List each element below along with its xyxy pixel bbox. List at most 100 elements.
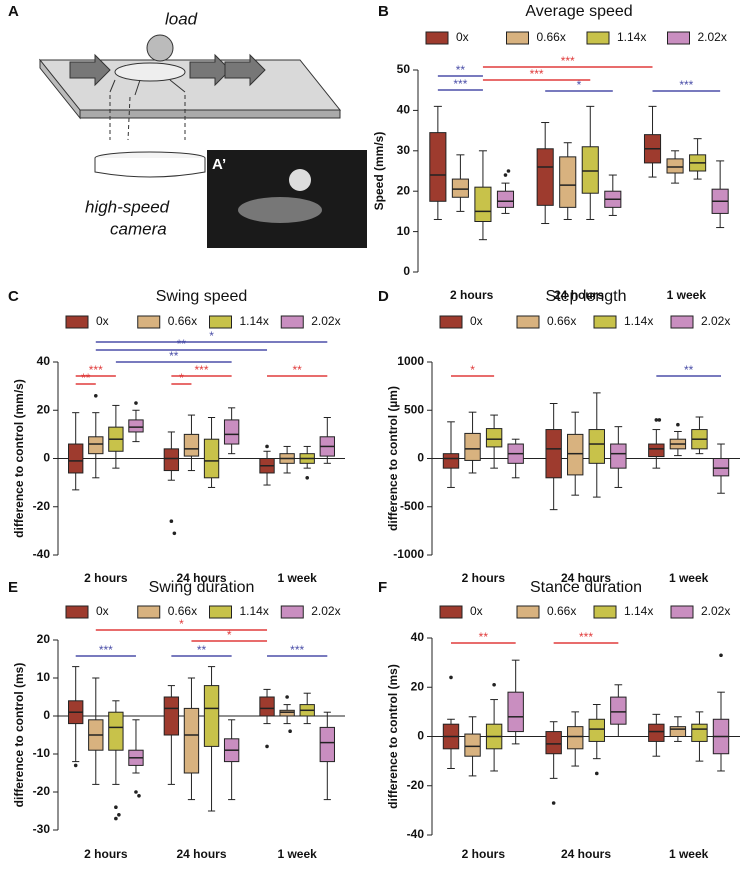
panel-letter: C: [8, 288, 19, 305]
y-tick-label: -40: [33, 547, 51, 561]
load-ball: [146, 34, 174, 62]
y-tick-label: 0: [417, 729, 424, 743]
y-axis-label: difference to control (mm/s): [12, 379, 26, 538]
leg: [169, 79, 186, 93]
legend-swatch: [137, 605, 161, 619]
box: [223, 419, 240, 445]
legend-label: 2.02x: [311, 314, 340, 328]
significance-label: ***: [290, 643, 304, 657]
panel-letter: B: [378, 3, 389, 20]
box: [610, 443, 627, 469]
panel-letter: E: [8, 579, 18, 596]
box: [507, 691, 524, 733]
box: [485, 428, 503, 448]
box: [442, 453, 460, 469]
outlier: [114, 805, 118, 809]
legend-label: 1.14x: [617, 30, 646, 44]
significance-label: **: [81, 371, 91, 385]
y-tick-label: 40: [411, 630, 425, 644]
significance-label: **: [292, 363, 302, 377]
y-axis-label: difference to control (ms): [386, 664, 400, 809]
leg: [109, 79, 116, 93]
significance-label: **: [479, 630, 489, 644]
chart-title: Step length: [546, 288, 627, 305]
box: [588, 718, 605, 742]
significance-label: **: [684, 363, 694, 377]
y-tick-label: 20: [397, 183, 411, 197]
chart-title: Swing duration: [149, 579, 255, 596]
leg: [134, 79, 141, 96]
box: [259, 696, 275, 717]
significance-label: ***: [194, 363, 208, 377]
significance-label: **: [197, 643, 207, 657]
y-tick-label: 20: [37, 632, 51, 646]
camera-label: camera: [110, 219, 167, 238]
box: [128, 419, 144, 433]
box: [581, 146, 599, 194]
significance-label: **: [456, 63, 466, 77]
panel-letter: F: [378, 579, 387, 596]
box: [88, 436, 104, 455]
legend-swatch: [516, 315, 540, 329]
box: [610, 696, 627, 725]
significance-label: **: [169, 349, 179, 363]
outlier: [449, 675, 453, 680]
y-tick-label: 0: [403, 264, 410, 278]
y-tick-label: 20: [411, 679, 425, 693]
outlier: [114, 816, 118, 821]
legend-swatch: [593, 605, 617, 619]
legend-swatch: [593, 315, 617, 329]
y-tick-label: -1000: [393, 547, 424, 561]
box: [203, 438, 220, 479]
view-line: [127, 96, 131, 141]
panel-letter: A: [8, 3, 19, 20]
box: [669, 726, 687, 738]
y-tick-label: -30: [33, 822, 51, 836]
arrow: [189, 53, 231, 87]
box: [163, 696, 180, 736]
legend-label: 0.66x: [537, 30, 566, 44]
x-tick-label: 24 hours: [176, 571, 226, 585]
x-tick-label: 1 week: [669, 571, 709, 585]
legend-label: 0x: [96, 314, 109, 328]
x-tick-label: 1 week: [277, 847, 317, 861]
chart-title: Average speed: [525, 3, 632, 20]
x-tick-label: 1 week: [667, 288, 707, 302]
legend-label: 1.14x: [624, 314, 653, 328]
panel-letter: D: [378, 288, 389, 305]
x-tick-label: 24 hours: [561, 847, 611, 861]
outlier: [719, 653, 723, 658]
legend-swatch: [506, 31, 529, 45]
legend-label: 0x: [470, 604, 483, 618]
legend-label: 2.02x: [701, 314, 730, 328]
outlier: [265, 744, 269, 749]
y-tick-label: 40: [397, 103, 411, 117]
significance-label: *: [577, 78, 582, 92]
outlier: [137, 794, 141, 798]
x-tick-label: 2 hours: [450, 288, 494, 302]
outlier: [117, 813, 121, 817]
significance-label: ***: [561, 54, 575, 68]
box: [464, 733, 481, 757]
significance-label: *: [179, 617, 184, 631]
significance-label: *: [470, 363, 475, 377]
outlier: [654, 418, 659, 422]
legend-swatch: [425, 31, 449, 45]
legend-label: 0.66x: [168, 314, 197, 328]
box: [567, 726, 584, 750]
inset-label: A’: [212, 156, 226, 173]
y-tick-label: 20: [37, 402, 51, 416]
box: [451, 178, 469, 198]
legend-swatch: [209, 605, 232, 619]
outlier: [172, 531, 177, 536]
y-tick-label: 10: [397, 224, 411, 238]
x-tick-label: 24 hours: [554, 288, 604, 302]
outlier: [169, 519, 174, 524]
box: [203, 685, 220, 747]
outlier: [73, 763, 78, 768]
outlier: [134, 790, 138, 794]
legend-label: 0.66x: [168, 604, 197, 618]
y-tick-label: -40: [407, 827, 425, 841]
legend-label: 0x: [470, 314, 483, 328]
significance-label: *: [227, 628, 232, 642]
